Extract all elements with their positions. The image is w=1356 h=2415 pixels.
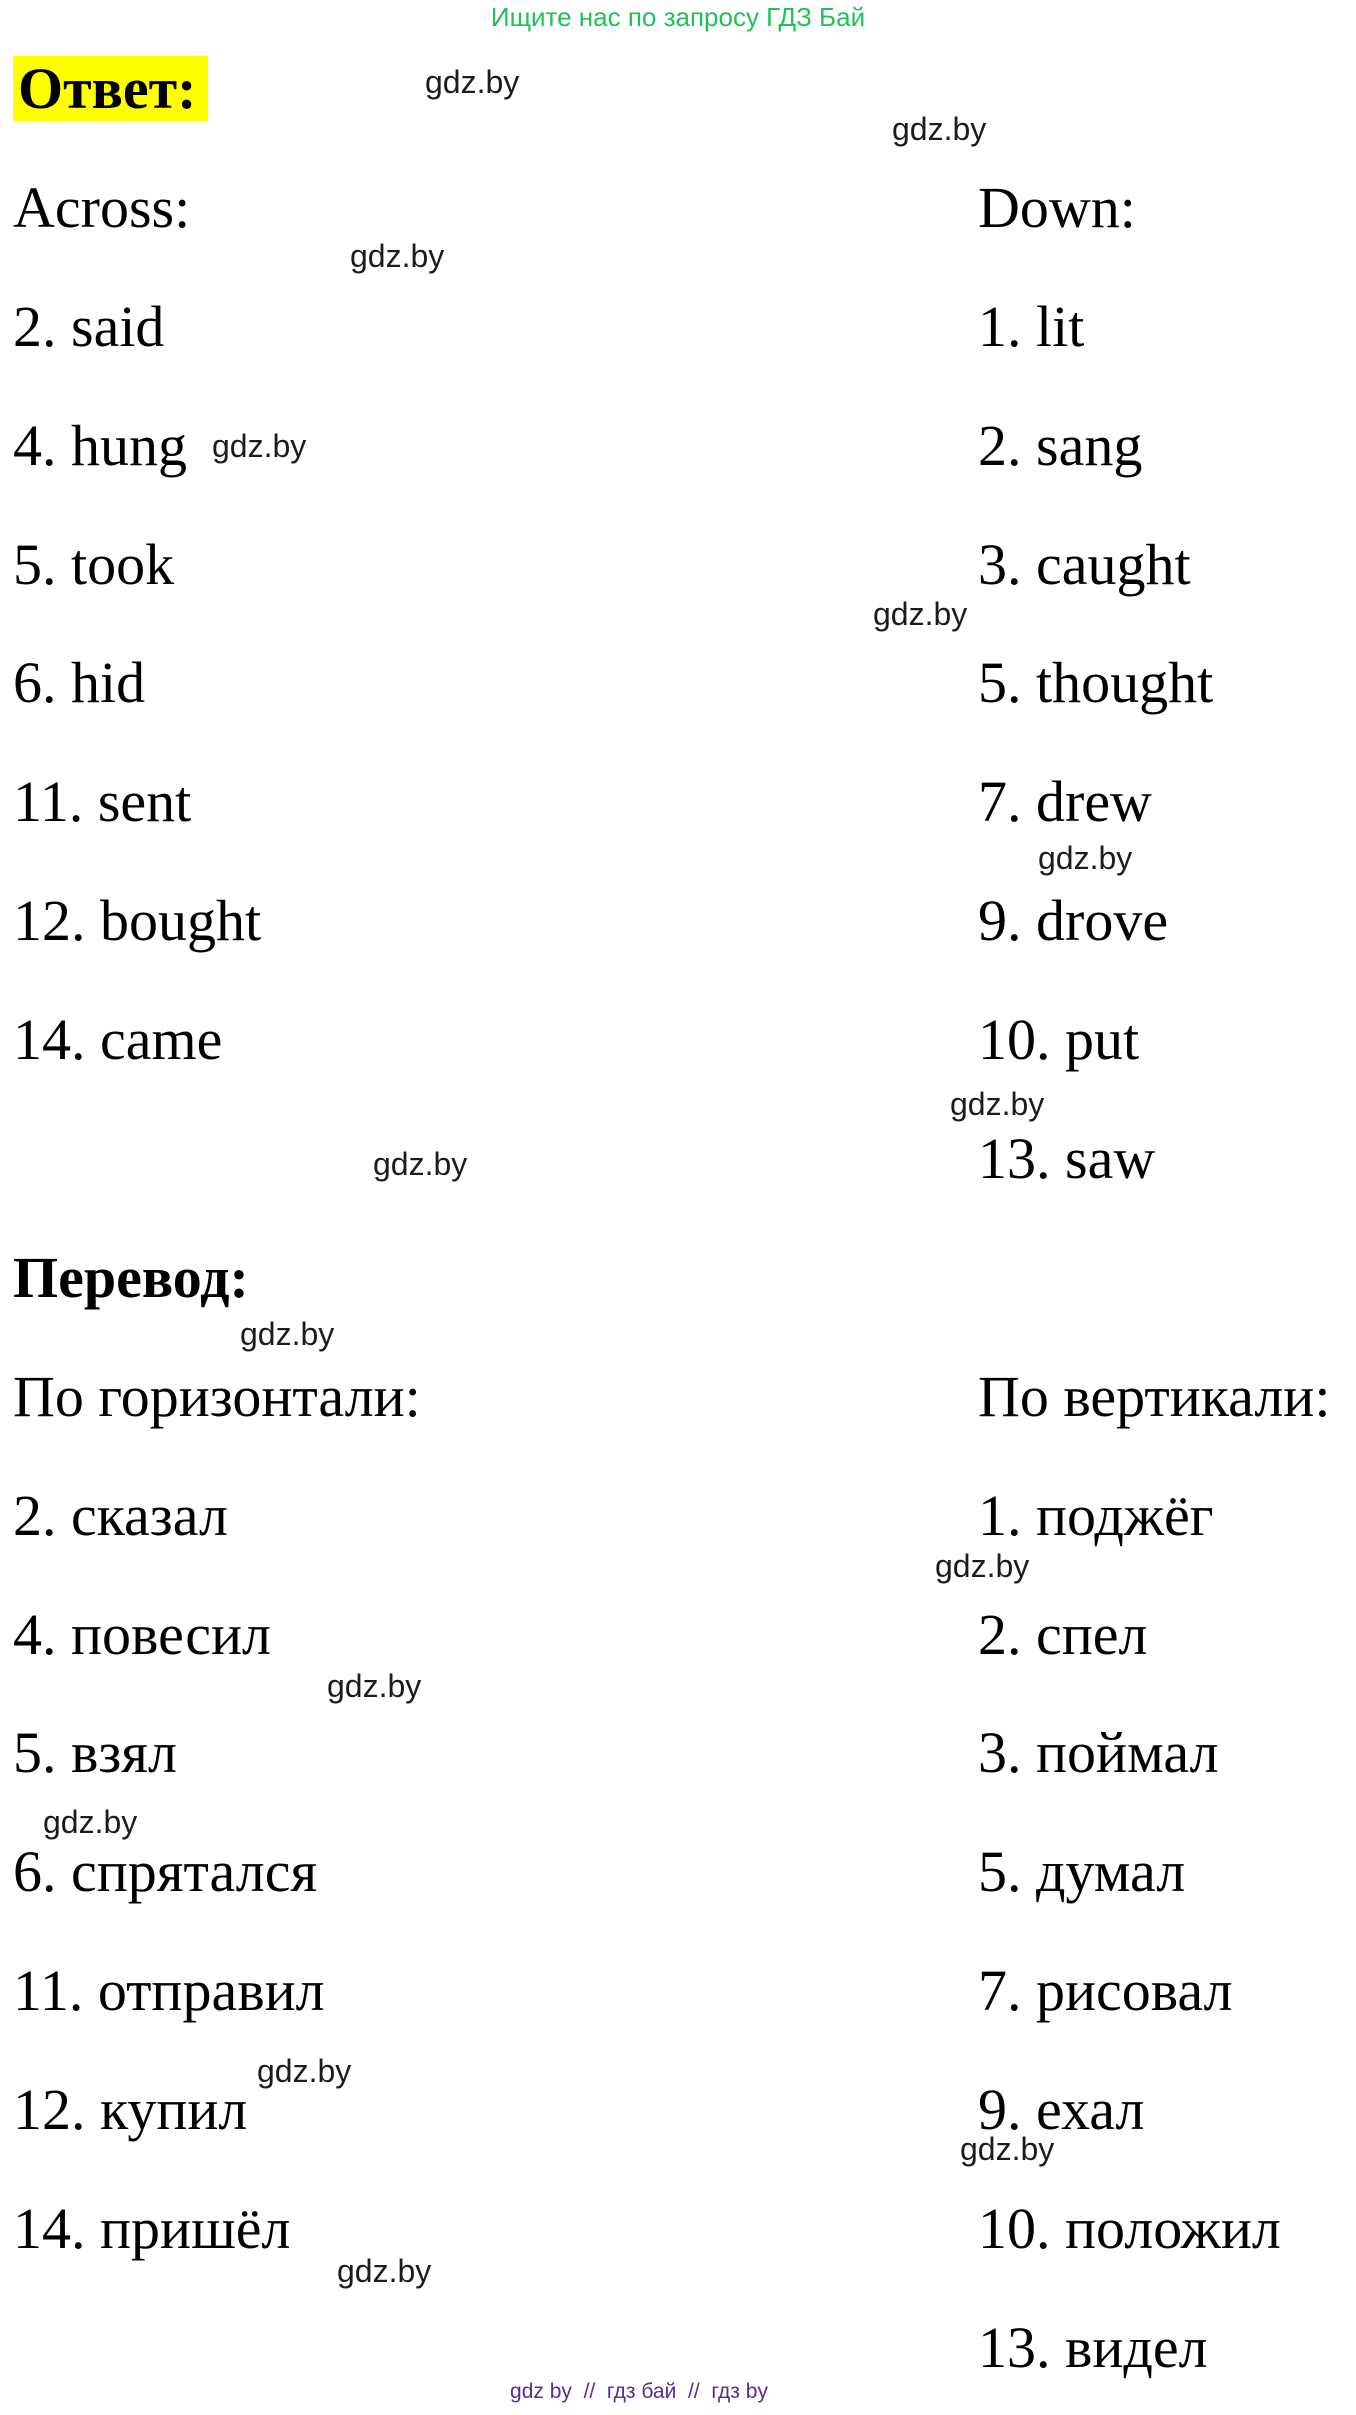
gdz-watermark: gdz.by bbox=[873, 596, 968, 632]
footer-sites-text: gdz by // гдз бай // гдз by bbox=[510, 2380, 768, 2403]
horizontal-item: 11. отправил bbox=[13, 1932, 733, 2051]
vertical-item-label: 9. ехал bbox=[978, 2077, 1145, 2143]
vertical-item: 7. рисовал bbox=[978, 1932, 1356, 2051]
gdz-watermark: gdz.by bbox=[337, 2253, 432, 2289]
vertical-title: По вертикали: bbox=[978, 1338, 1356, 1457]
horizontal-item: 5. взял bbox=[13, 1694, 733, 1813]
gdz-watermark: gdz.by bbox=[425, 64, 520, 100]
vertical-item-label: 3. поймал bbox=[978, 1720, 1219, 1786]
horizontal-item: 12. купил bbox=[13, 2051, 733, 2170]
horizontal-title: По горизонтали: bbox=[13, 1338, 733, 1457]
gdz-watermark: gdz.by bbox=[960, 2131, 1055, 2167]
down-item-label: 1. lit bbox=[978, 293, 1085, 359]
gdz-watermark: gdz.by bbox=[373, 1146, 468, 1182]
vertical-item: 5. думал bbox=[978, 1813, 1356, 1932]
down-item: 13. saw bbox=[978, 1100, 1356, 1219]
down-item: 10. put bbox=[978, 981, 1356, 1100]
horizontal-item-label: 2. сказал bbox=[13, 1482, 228, 1548]
horizontal-item-label: 4. повесил bbox=[13, 1601, 271, 1667]
down-item: 5. thought bbox=[978, 624, 1356, 743]
gdz-watermark: gdz.by bbox=[212, 428, 307, 464]
down-item-label: 5. thought bbox=[978, 650, 1214, 716]
left-column: Ответ: Across: 2. said 4. hung 5. took 6. hid… bbox=[13, 30, 733, 2289]
vertical-item: 2. спел bbox=[978, 1576, 1356, 1695]
across-item: 5. took bbox=[13, 506, 733, 625]
down-title-label: Down: bbox=[978, 174, 1136, 240]
translation-heading: Перевод: bbox=[13, 1219, 733, 1338]
across-title-label: Across: bbox=[13, 174, 191, 240]
vertical-item-label: 2. спел bbox=[978, 1601, 1148, 1667]
vertical-item: 10. положил bbox=[978, 2170, 1356, 2289]
horizontal-item: 4. повесил bbox=[13, 1576, 733, 1695]
across-item: 4. hung bbox=[13, 387, 733, 506]
down-item-label: 9. drove bbox=[978, 888, 1169, 954]
vertical-item-label: 7. рисовал bbox=[978, 1958, 1233, 2024]
vertical-item-label: 1. поджёг bbox=[978, 1482, 1214, 1548]
answer-heading-label: Ответ: bbox=[13, 56, 209, 121]
translation-heading-label: Перевод: bbox=[13, 1244, 249, 1310]
across-title: Across: bbox=[13, 149, 733, 268]
spacer bbox=[978, 1219, 1356, 1338]
down-item: 1. lit bbox=[978, 268, 1356, 387]
horizontal-item-label: 5. взял bbox=[13, 1720, 177, 1786]
horizontal-title-label: По горизонтали: bbox=[13, 1363, 421, 1429]
vertical-item: 3. поймал bbox=[978, 1694, 1356, 1813]
across-item-label: 4. hung bbox=[13, 412, 187, 478]
down-item-label: 3. caught bbox=[978, 531, 1191, 597]
across-item: 12. bought bbox=[13, 862, 733, 981]
down-item-label: 7. drew bbox=[978, 769, 1152, 835]
promo-banner: Ищите нас по запросу ГДЗ Бай bbox=[490, 2, 866, 32]
gdz-watermark: gdz.by bbox=[350, 238, 445, 274]
gdz-watermark: gdz.by bbox=[950, 1086, 1045, 1122]
across-item-label: 5. took bbox=[13, 531, 175, 597]
vertical-item: 1. поджёг bbox=[978, 1457, 1356, 1576]
across-item: 6. hid bbox=[13, 624, 733, 743]
across-item-label: 11. sent bbox=[13, 769, 192, 835]
horizontal-item: 2. сказал bbox=[13, 1457, 733, 1576]
gdz-watermark: gdz.by bbox=[240, 1316, 335, 1352]
gdz-watermark: gdz.by bbox=[43, 1804, 138, 1840]
vertical-item: 9. ехал bbox=[978, 2051, 1356, 2170]
across-item: 2. said bbox=[13, 268, 733, 387]
vertical-item-label: 5. думал bbox=[978, 1839, 1186, 1905]
gdz-watermark: gdz.by bbox=[257, 2053, 352, 2089]
across-item: 14. came bbox=[13, 981, 733, 1100]
spacer bbox=[978, 30, 1356, 149]
horizontal-item-label: 12. купил bbox=[13, 2077, 248, 2143]
across-item-label: 12. bought bbox=[13, 888, 262, 954]
down-item: 2. sang bbox=[978, 387, 1356, 506]
gdz-watermark: gdz.by bbox=[1038, 840, 1133, 876]
vertical-title-label: По вертикали: bbox=[978, 1363, 1331, 1429]
horizontal-item-label: 14. пришёл bbox=[13, 2196, 291, 2262]
down-item-label: 2. sang bbox=[978, 412, 1143, 478]
horizontal-item-label: 11. отправил bbox=[13, 1958, 325, 2024]
across-item-label: 2. said bbox=[13, 293, 165, 359]
gdz-watermark: gdz.by bbox=[892, 111, 987, 147]
down-item: 9. drove bbox=[978, 862, 1356, 981]
horizontal-item: 14. пришёл bbox=[13, 2170, 733, 2289]
gdz-watermark: gdz.by bbox=[935, 1548, 1030, 1584]
down-item-label: 13. saw bbox=[978, 1126, 1156, 1192]
right-column: Down: 1. lit 2. sang 3. caught 5. thought 7. … bbox=[978, 30, 1356, 2408]
down-title: Down: bbox=[978, 149, 1356, 268]
horizontal-item-label: 6. спрятался bbox=[13, 1839, 318, 1905]
down-item: 7. drew bbox=[978, 743, 1356, 862]
down-item: 3. caught bbox=[978, 506, 1356, 625]
vertical-item-label: 13. видел bbox=[978, 2314, 1208, 2380]
vertical-item: 13. видел bbox=[978, 2289, 1356, 2408]
gdz-watermark: gdz.by bbox=[327, 1668, 422, 1704]
answer-heading: Ответ: bbox=[13, 30, 733, 149]
across-item-label: 14. came bbox=[13, 1007, 223, 1073]
across-item: 11. sent bbox=[13, 743, 733, 862]
horizontal-item: 6. спрятался bbox=[13, 1813, 733, 1932]
across-item-label: 6. hid bbox=[13, 650, 146, 716]
vertical-item-label: 10. положил bbox=[978, 2196, 1281, 2262]
down-item-label: 10. put bbox=[978, 1007, 1140, 1073]
